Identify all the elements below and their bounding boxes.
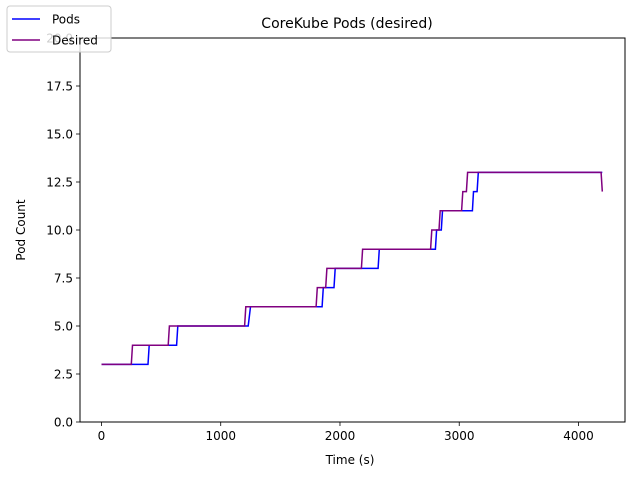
x-tick-label: 1000 [205,429,236,443]
y-tick-label: 17.5 [46,80,73,94]
y-tick-label: 0.0 [54,416,73,430]
x-tick-label: 4000 [563,429,594,443]
x-tick-label: 0 [98,429,106,443]
y-tick-label: 5.0 [54,320,73,334]
legend-label-desired: Desired [52,34,98,48]
y-axis: 0.02.55.07.510.012.515.017.520.0 [46,32,80,430]
series-line-desired [101,171,604,366]
x-axis: 0 1000 2000 3000 4000 [98,422,594,443]
x-tick-label: 3000 [444,429,475,443]
y-tick-label: 7.5 [54,272,73,286]
y-tick-label: 12.5 [46,176,73,190]
y-tick-label: 2.5 [54,368,73,382]
plot-area [101,171,604,366]
y-tick-label: 10.0 [46,224,73,238]
x-tick-label: 2000 [325,429,356,443]
plot-frame [79,37,626,423]
legend-label-pods: Pods [52,13,80,27]
legend: Pods Desired [6,5,112,53]
y-axis-label: Pod Count [14,199,28,261]
y-tick-label: 15.0 [46,128,73,142]
x-axis-label: Time (s) [325,453,375,467]
chart-title: CoreKube Pods (desired) [261,16,432,32]
